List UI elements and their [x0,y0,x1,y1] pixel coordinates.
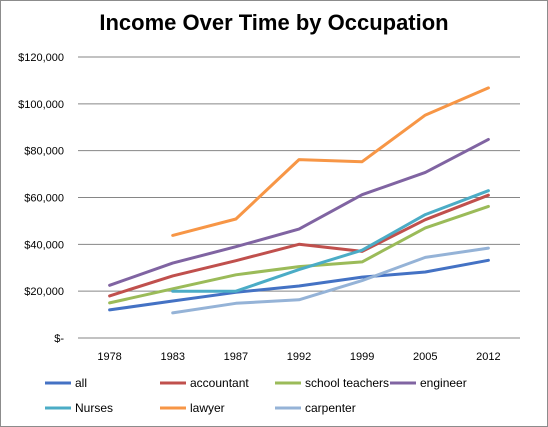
legend-label-nurses: Nurses [75,401,113,415]
x-tick-label: 1999 [350,351,374,363]
legend-label-carpenter: carpenter [305,401,356,415]
series-line-carpenter [171,246,490,315]
series-line-school-teachers [108,204,490,305]
x-tick-label: 2005 [413,351,437,363]
y-tick-label: $40,000 [24,239,64,251]
legend-label-school-teachers: school teachers [305,376,389,390]
y-tick-label: $- [54,333,64,345]
legend-label-all: all [75,376,87,390]
x-tick-label: 1992 [287,351,311,363]
legend-label-engineer: engineer [420,376,467,390]
y-tick-label: $120,000 [18,52,64,64]
series-line-lawyer [171,86,490,237]
y-tick-label: $60,000 [24,193,64,205]
y-axis-ticks: $- $20,000 $40,000 $60,000 $80,000 $100,000 $1… [18,52,64,345]
series-line-nurses [171,189,490,293]
series-line-engineer [108,137,490,287]
x-tick-label: 2012 [476,351,500,363]
y-tick-label: $100,000 [18,99,64,111]
x-tick-label: 1983 [160,351,184,363]
y-tick-label: $20,000 [24,286,64,298]
series-line-accountant [108,193,490,298]
legend-label-accountant: accountant [190,376,249,390]
x-axis-ticks: 1978 1983 1987 1992 1999 2005 2012 [97,351,500,363]
series-lines [108,86,490,315]
series-line-all [108,258,490,312]
x-tick-label: 1987 [224,351,248,363]
legend: all accountant school teachers engineer Nurs… [45,376,467,415]
x-tick-label: 1978 [97,351,121,363]
chart-title: Income Over Time by Occupation [99,10,449,35]
y-tick-label: $80,000 [24,146,64,158]
legend-label-lawyer: lawyer [190,401,225,415]
